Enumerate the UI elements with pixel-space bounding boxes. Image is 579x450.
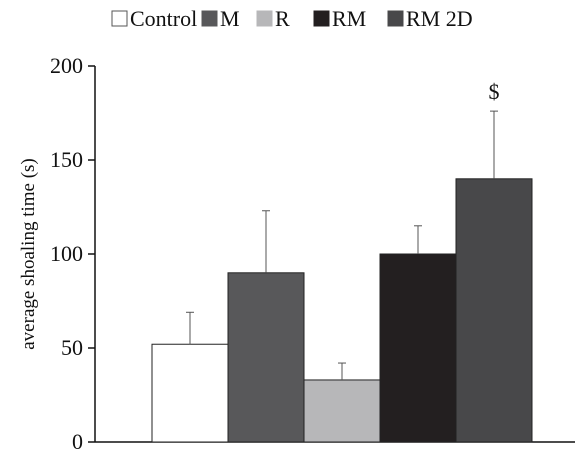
legend-swatch <box>111 10 128 27</box>
bar-control <box>151 343 229 443</box>
bar-rm-2d <box>455 178 533 443</box>
legend-swatch <box>387 10 404 27</box>
y-tick-label: 100 <box>50 241 83 266</box>
y-tick-label: 50 <box>61 335 83 360</box>
legend-swatch <box>256 10 273 27</box>
legend-entry-label: RM <box>332 6 366 31</box>
error-bars <box>186 110 498 380</box>
legend-swatch <box>201 10 218 27</box>
y-tick-label: 0 <box>72 429 83 450</box>
legend-entry-label: RM 2D <box>406 6 473 31</box>
bar-r <box>303 379 381 443</box>
legend-entry-label: M <box>220 6 240 31</box>
bars <box>151 178 533 443</box>
y-tick-label: 150 <box>50 147 83 172</box>
legend: Control M R RM RM 2D <box>111 6 473 31</box>
annotations: $ <box>489 79 500 104</box>
legend-swatch <box>313 10 330 27</box>
legend-entry-label: Control <box>130 6 197 31</box>
y-tick-label: 200 <box>50 53 83 78</box>
bar-rm <box>379 253 457 443</box>
y-axis-label: average shoaling time (s) <box>18 158 39 350</box>
significance-marker: $ <box>489 79 500 104</box>
bar-m <box>227 272 305 443</box>
legend-entry-label: R <box>275 6 290 31</box>
